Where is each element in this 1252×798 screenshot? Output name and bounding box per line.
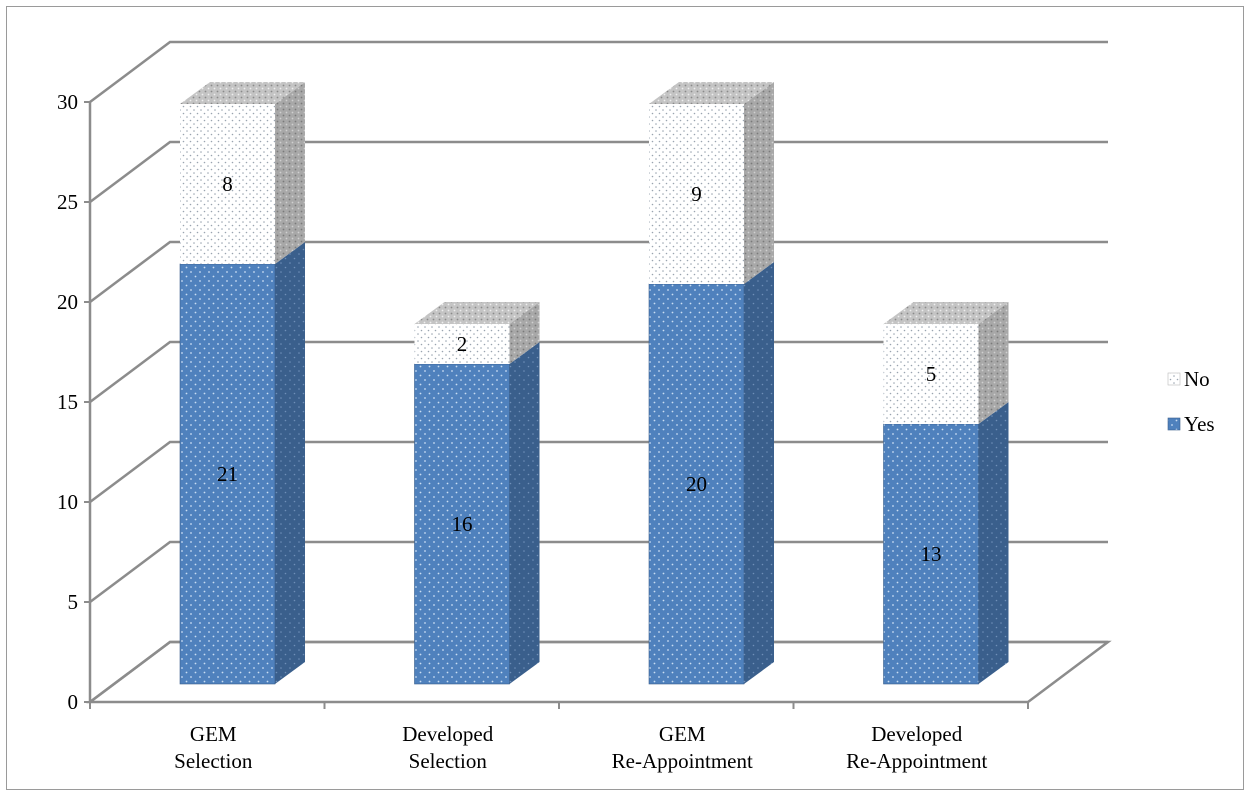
data-label: 2 <box>457 332 468 356</box>
y-axis-ticks: 0 5 10 15 20 25 30 <box>57 90 90 714</box>
bar-top-face <box>649 82 774 104</box>
bar-no-front <box>649 104 744 284</box>
bar-yes-front <box>179 263 276 685</box>
bar-yes-side <box>744 262 774 684</box>
x-category-line: GEM <box>190 722 237 746</box>
legend-swatch-no <box>1167 372 1181 386</box>
bar-yes-side <box>509 342 540 684</box>
bars: 21 8 16 2 20 9 13 5 <box>179 82 1009 685</box>
legend-label: No <box>1184 367 1210 391</box>
legend-label: Yes <box>1184 412 1215 436</box>
gridline-10 <box>89 440 1108 503</box>
x-category-label: Developed Selection <box>402 722 493 773</box>
bar-yes-side <box>978 402 1009 684</box>
gridlines <box>89 40 1108 703</box>
bar-yes-side <box>275 242 305 684</box>
data-label: 21 <box>217 462 238 486</box>
x-category-line: Selection <box>174 749 253 773</box>
x-category-line: GEM <box>659 722 706 746</box>
bar-yes-front <box>648 283 745 685</box>
bar-no-front <box>883 324 979 424</box>
x-category-line: Selection <box>409 749 488 773</box>
y-tick-label: 25 <box>57 190 78 214</box>
gridline-20 <box>89 240 1108 303</box>
legend-swatch-yes <box>1167 417 1181 431</box>
x-category-line: Re-Appointment <box>846 749 987 773</box>
x-category-line: Developed <box>871 722 962 746</box>
gridline-30 <box>89 40 1108 103</box>
data-label: 8 <box>222 172 233 196</box>
x-axis: GEM Selection Developed Selection GEM Re-Appo… <box>89 702 1029 773</box>
data-label: 5 <box>926 362 937 386</box>
data-label: 20 <box>686 472 707 496</box>
gridline-0 <box>89 640 1108 703</box>
y-tick-label: 30 <box>57 90 78 114</box>
y-tick-label: 0 <box>68 690 79 714</box>
bar-no-side <box>744 82 774 284</box>
gridline-25 <box>89 140 1108 203</box>
x-category-label: Developed Re-Appointment <box>846 722 987 773</box>
data-label: 13 <box>921 542 942 566</box>
bar-no-front <box>180 104 275 264</box>
bar-no-side <box>978 302 1009 424</box>
x-category-label: GEM Re-Appointment <box>612 722 753 773</box>
bar-top-face <box>414 302 540 324</box>
bar-top-face <box>180 82 305 104</box>
bar-no-side <box>275 82 305 264</box>
bar-no-front <box>414 324 510 364</box>
data-label: 16 <box>452 512 473 536</box>
x-category-line: Developed <box>402 722 493 746</box>
y-tick-label: 20 <box>57 290 78 314</box>
bar-yes-front <box>883 423 979 685</box>
x-category-line: Re-Appointment <box>612 749 753 773</box>
legend: No Yes <box>1167 367 1215 436</box>
x-category-label: GEM Selection <box>174 722 253 773</box>
data-label: 9 <box>691 182 702 206</box>
bar-top-face <box>883 302 1009 324</box>
bar-no-side <box>509 302 540 364</box>
gridline-5 <box>89 540 1108 603</box>
y-tick-label: 15 <box>57 390 78 414</box>
y-tick-label: 5 <box>68 590 79 614</box>
gridline-15 <box>89 340 1108 403</box>
y-tick-label: 10 <box>57 490 78 514</box>
